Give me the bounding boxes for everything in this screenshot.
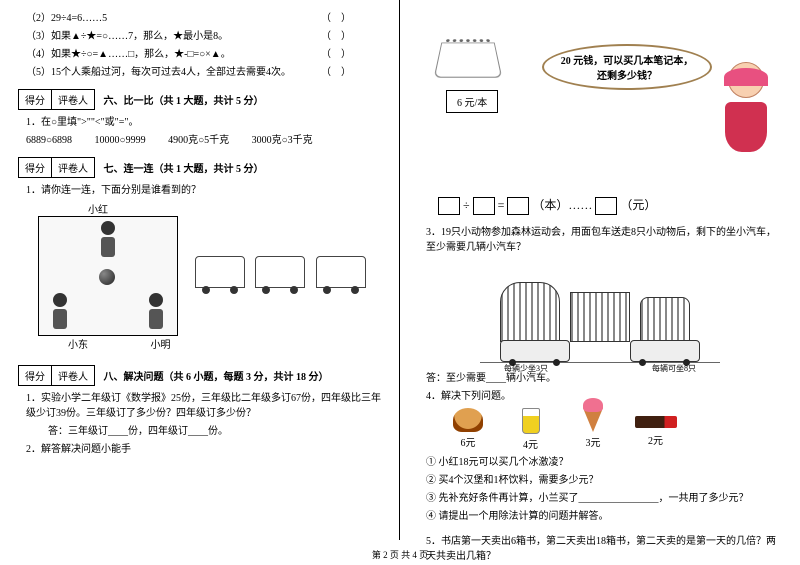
label-br: 小明 bbox=[151, 340, 171, 351]
score-label: 得分 bbox=[19, 90, 52, 109]
snacks-row: 6元 4元 3元 2元 bbox=[438, 408, 782, 451]
price: 2元 bbox=[648, 436, 663, 447]
forest-scene: 每辆少坐3只 每辆可坐8只 bbox=[480, 263, 720, 363]
q8-2: 2．解答解决问题小能手 bbox=[26, 442, 381, 457]
blank-box bbox=[473, 197, 495, 215]
section-8-header: 得分 评卷人 八、解决问题（共 6 小题，每题 3 分，共计 18 分） bbox=[18, 359, 381, 388]
q6-1-row: 6889○6898 10000○9999 4900克○5千克 3000克○3千克 bbox=[26, 133, 381, 148]
item-4: （4）如果★÷○=▲……□，那么，★-□=○×▲。 （ ） bbox=[26, 47, 381, 62]
building-icon bbox=[570, 292, 630, 342]
label-top: 小红 bbox=[88, 201, 381, 216]
ball-icon bbox=[99, 269, 115, 285]
blank-box bbox=[507, 197, 529, 215]
price: 4元 bbox=[523, 440, 538, 451]
q8-1: 1．实验小学二年级订《数学报》25份，三年级比二年级多订67份，四年级比三年级少… bbox=[26, 391, 381, 421]
kid-left bbox=[49, 293, 71, 331]
icecream-icon bbox=[583, 408, 603, 432]
q3: 3．19只小动物参加森林运动会，用面包车送走8只小动物后，剩下的坐小汽车，至少需… bbox=[426, 225, 782, 255]
formula-unit-1: （本）…… bbox=[532, 198, 592, 212]
item-3: （3）如果▲÷★=○……7，那么，★最小是8。 （ ） bbox=[26, 29, 381, 44]
score-box: 得分 评卷人 bbox=[18, 365, 95, 386]
blank-box bbox=[438, 197, 460, 215]
item-text: （2）29÷4=6……5 bbox=[26, 13, 107, 24]
notebook-icon bbox=[434, 43, 503, 78]
q4-sub2: ② 买4个汉堡和1杯饮料，需要多少元？ bbox=[426, 473, 782, 488]
page: （2）29÷4=6……5（ ） （3）如果▲÷★=○……7，那么，★最小是8。（… bbox=[0, 0, 800, 540]
section-6-title: 六、比一比（共 1 大题，共计 5 分） bbox=[104, 92, 264, 107]
kid-top bbox=[97, 221, 119, 259]
paren: （ ） bbox=[321, 65, 351, 80]
drink-icon bbox=[522, 408, 540, 434]
snack-choco: 2元 bbox=[626, 408, 686, 447]
q4: 4．解决下列问题。 bbox=[426, 389, 782, 404]
price: 3元 bbox=[586, 438, 601, 449]
section-6-header: 得分 评卷人 六、比一比（共 1 大题，共计 5 分） bbox=[18, 83, 381, 112]
price: 6元 bbox=[461, 438, 476, 449]
notebook-scene: 20 元钱，可以买几本笔记本，还剩多少钱？ 6 元/本 bbox=[418, 38, 782, 188]
burger-icon bbox=[453, 408, 483, 432]
compare-2: 10000○9999 bbox=[95, 135, 146, 146]
q4-sub3: ③ 先补充好条件再计算，小兰买了________________，一共用了多少元… bbox=[426, 491, 782, 506]
kid-right bbox=[145, 293, 167, 331]
grader-label: 评卷人 bbox=[52, 158, 94, 177]
q7-figure: 小红 小东 小明 bbox=[18, 201, 381, 351]
score-label: 得分 bbox=[19, 366, 52, 385]
compare-4: 3000克○3千克 bbox=[252, 135, 313, 146]
snack-icecream: 3元 bbox=[563, 408, 623, 449]
formula-unit-2: （元） bbox=[620, 198, 656, 212]
snack-burger: 6元 bbox=[438, 408, 498, 449]
kids-scene bbox=[38, 216, 178, 336]
vehicle-1 bbox=[195, 256, 245, 288]
formula-row: ÷ = （本）…… （元） bbox=[438, 196, 782, 215]
compare-3: 4900克○5千克 bbox=[168, 135, 229, 146]
vehicles bbox=[191, 216, 370, 291]
vehicle-3 bbox=[316, 256, 366, 288]
bus-label-right: 每辆可坐8只 bbox=[652, 363, 696, 374]
bottom-labels: 小东 小明 bbox=[48, 336, 381, 351]
blank-box bbox=[595, 197, 617, 215]
score-box: 得分 评卷人 bbox=[18, 89, 95, 110]
bus-label-left: 每辆少坐3只 bbox=[504, 363, 548, 374]
grader-label: 评卷人 bbox=[52, 366, 94, 385]
q4-sub1: ① 小红18元可以买几个冰激凌？ bbox=[426, 455, 782, 470]
q3-answer: 答：至少需要____辆小汽车。 bbox=[426, 371, 782, 386]
q7-1: 1．请你连一连，下面分别是谁看到的？ bbox=[26, 183, 381, 198]
item-text: （4）如果★÷○=▲……□，那么，★-□=○×▲。 bbox=[26, 49, 231, 60]
left-column: （2）29÷4=6……5（ ） （3）如果▲÷★=○……7，那么，★最小是8。（… bbox=[0, 0, 400, 540]
paren: （ ） bbox=[321, 11, 351, 26]
building-icon bbox=[500, 282, 560, 342]
bus-icon bbox=[630, 340, 700, 362]
score-label: 得分 bbox=[19, 158, 52, 177]
score-box: 得分 评卷人 bbox=[18, 157, 95, 178]
chocolate-icon bbox=[635, 416, 677, 428]
compare-1: 6889○6898 bbox=[26, 135, 72, 146]
item-text: （5）15个人乘船过河，每次可过去4人，全部过去需要4次。 bbox=[26, 67, 291, 78]
grader-label: 评卷人 bbox=[52, 90, 94, 109]
judgment-items: （2）29÷4=6……5（ ） （3）如果▲÷★=○……7，那么，★最小是8。（… bbox=[18, 11, 381, 80]
paren: （ ） bbox=[321, 29, 351, 44]
item-5: （5）15个人乘船过河，每次可过去4人，全部过去需要4次。 （ ） bbox=[26, 65, 381, 80]
section-7-header: 得分 评卷人 七、连一连（共 1 大题，共计 5 分） bbox=[18, 151, 381, 180]
item-text: （3）如果▲÷★=○……7，那么，★最小是8。 bbox=[26, 31, 228, 42]
building-icon bbox=[640, 297, 690, 342]
price-tag: 6 元/本 bbox=[446, 90, 498, 113]
vehicle-2 bbox=[255, 256, 305, 288]
car-icon bbox=[500, 340, 570, 362]
label-bl: 小东 bbox=[68, 340, 88, 351]
section-7-title: 七、连一连（共 1 大题，共计 5 分） bbox=[104, 160, 264, 175]
q4-sub4: ④ 请提出一个用除法计算的问题并解答。 bbox=[426, 509, 782, 524]
right-column: 20 元钱，可以买几本笔记本，还剩多少钱？ 6 元/本 ÷ = （本）…… （元… bbox=[400, 0, 800, 540]
page-footer: 第 2 页 共 4 页 bbox=[0, 548, 800, 561]
q8-1-answer: 答：三年级订____份，四年级订____份。 bbox=[48, 424, 381, 439]
snack-drink: 4元 bbox=[501, 408, 561, 451]
q6-1-prefix: 1．在○里填">""<"或"="。 bbox=[26, 115, 381, 130]
girl-icon bbox=[716, 78, 776, 178]
paren: （ ） bbox=[321, 47, 351, 62]
speech-bubble: 20 元钱，可以买几本笔记本，还剩多少钱？ bbox=[542, 44, 712, 90]
item-2: （2）29÷4=6……5 （ ） bbox=[26, 11, 381, 26]
section-8-title: 八、解决问题（共 6 小题，每题 3 分，共计 18 分） bbox=[104, 368, 329, 383]
